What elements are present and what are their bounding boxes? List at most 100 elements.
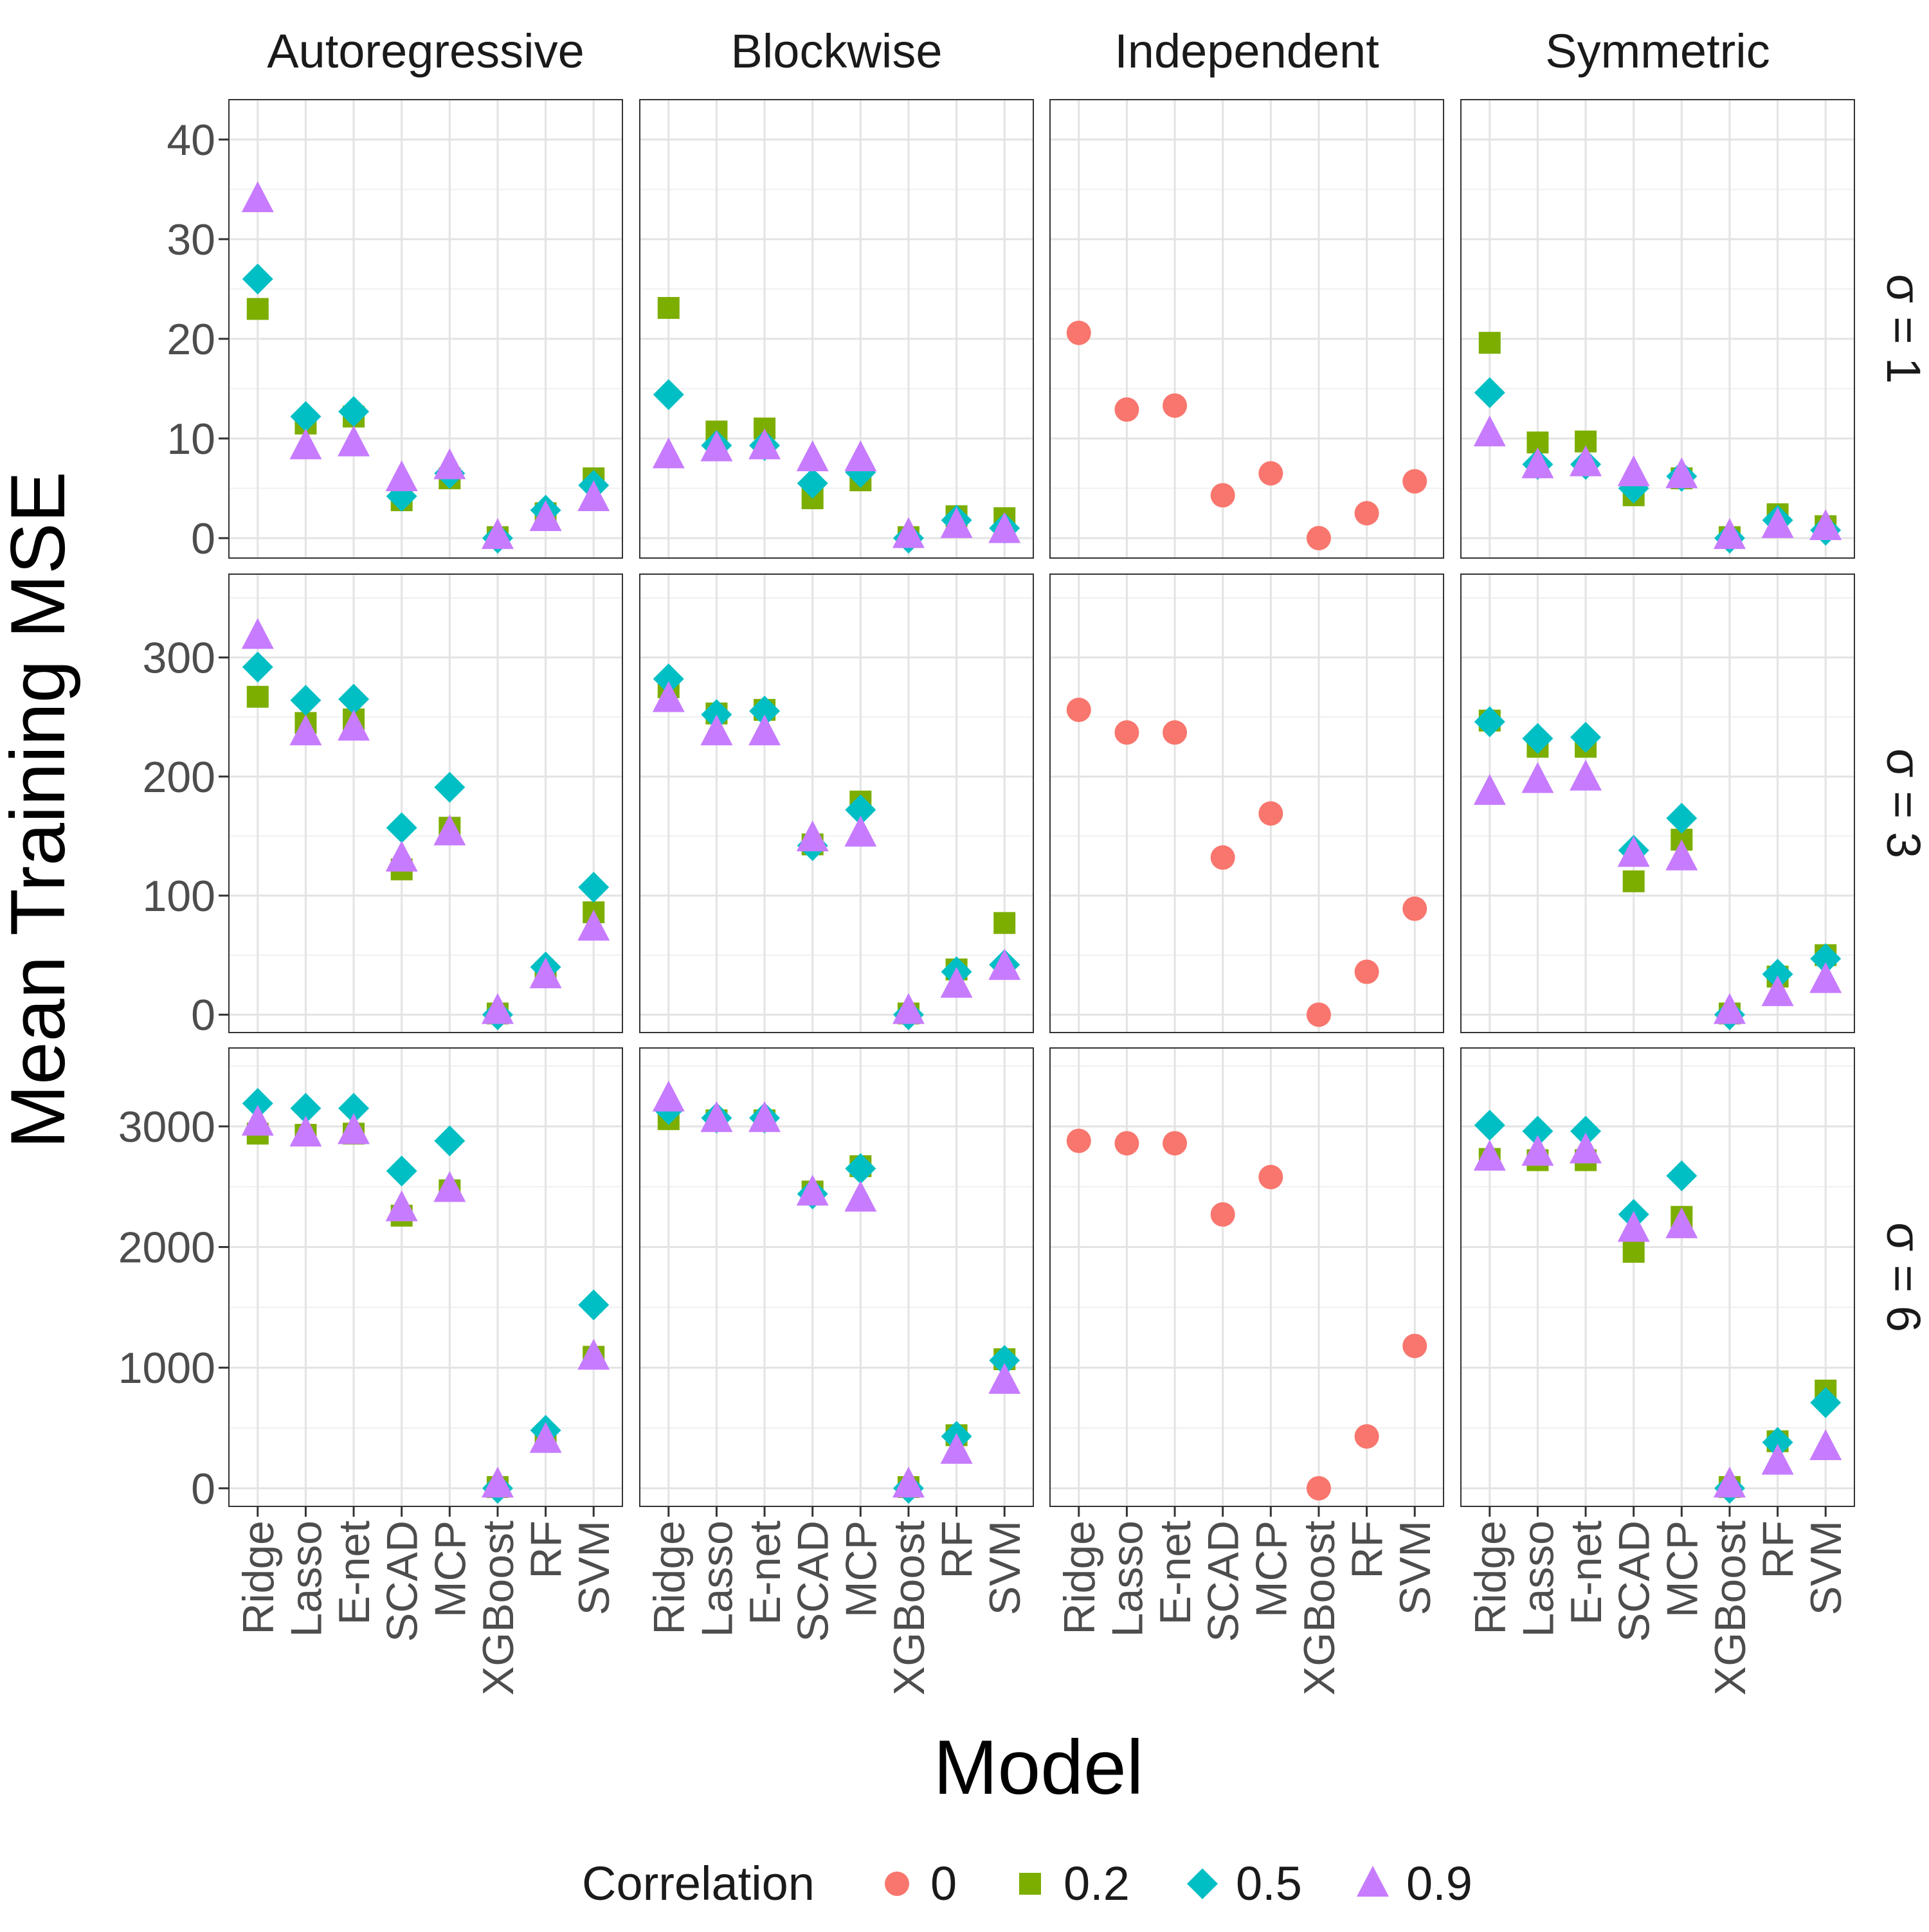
facet-column-label: Independent xyxy=(1114,24,1379,78)
x-tick-label: XGBoost xyxy=(1295,1521,1344,1695)
facet-column-label: Blockwise xyxy=(731,24,943,78)
data-point xyxy=(844,440,877,471)
y-tick-label: 40 xyxy=(167,116,215,165)
data-point xyxy=(797,467,828,499)
data-point xyxy=(653,663,684,694)
data-point xyxy=(1617,836,1650,867)
data-point xyxy=(796,440,829,471)
panel-border xyxy=(228,1047,623,1507)
y-tick-label: 200 xyxy=(143,753,215,802)
data-point xyxy=(1570,759,1602,791)
data-point xyxy=(1258,461,1283,486)
data-point xyxy=(246,685,269,708)
y-tick-label: 0 xyxy=(191,991,215,1040)
data-point xyxy=(242,1088,273,1119)
data-point xyxy=(1570,1115,1602,1147)
y-tick-label: 100 xyxy=(143,872,215,921)
data-point xyxy=(892,517,925,548)
data-point xyxy=(578,872,610,903)
panel-border xyxy=(1460,99,1855,559)
data-point xyxy=(289,428,322,460)
x-tick-label: Ridge xyxy=(1466,1521,1515,1635)
data-point xyxy=(1258,1164,1283,1189)
data-point xyxy=(1402,1333,1427,1359)
y-tick-label: 0 xyxy=(191,1465,215,1513)
data-point xyxy=(577,480,610,511)
data-point xyxy=(700,1101,733,1132)
panel-background xyxy=(640,574,1033,1033)
data-point xyxy=(988,512,1021,543)
data-point xyxy=(1114,1131,1139,1156)
data-point xyxy=(1521,1135,1554,1166)
data-point xyxy=(940,966,973,998)
data-point xyxy=(289,1115,322,1147)
y-tick-label: 300 xyxy=(143,634,215,683)
y-tick-label: 3000 xyxy=(118,1103,215,1151)
data-point xyxy=(1761,1443,1794,1475)
panel-background xyxy=(1050,1048,1444,1506)
data-point xyxy=(1474,1110,1505,1141)
data-point xyxy=(1521,762,1554,793)
x-tick-label: E-net xyxy=(330,1521,379,1625)
data-point xyxy=(940,507,973,538)
x-tick-label: Lasso xyxy=(1103,1521,1152,1637)
x-tick-label: SVM xyxy=(1802,1521,1851,1615)
data-point xyxy=(1402,469,1427,494)
panel-background xyxy=(1461,1048,1854,1506)
data-point xyxy=(1474,706,1505,737)
data-point xyxy=(657,296,680,319)
data-point xyxy=(1810,1387,1842,1418)
legend-key xyxy=(1019,1873,1041,1895)
data-point xyxy=(290,1092,322,1124)
data-point xyxy=(1114,397,1139,422)
data-point xyxy=(993,912,1016,934)
x-tick-label: XGBoost xyxy=(1706,1521,1755,1695)
data-point xyxy=(246,298,269,320)
data-point xyxy=(242,264,273,294)
data-point xyxy=(1570,1132,1602,1164)
data-point xyxy=(241,1105,274,1136)
data-point xyxy=(1258,801,1283,826)
data-point xyxy=(1114,720,1139,745)
x-tick-label: Ridge xyxy=(1055,1521,1104,1635)
data-point xyxy=(700,430,733,462)
data-point xyxy=(988,1362,1021,1394)
data-point xyxy=(338,425,370,456)
data-point xyxy=(1210,483,1235,508)
y-tick-label: 10 xyxy=(167,415,215,464)
data-point xyxy=(1522,723,1553,754)
x-tick-label: SVM xyxy=(1391,1521,1440,1615)
y-tick-label: 1000 xyxy=(118,1344,215,1393)
x-tick-label: MCP xyxy=(1658,1521,1707,1618)
data-point xyxy=(386,812,417,844)
data-point xyxy=(1473,1139,1506,1171)
data-point xyxy=(748,1101,781,1132)
data-point xyxy=(1570,721,1602,753)
data-point xyxy=(1761,975,1794,1006)
x-tick-label: SCAD xyxy=(378,1521,427,1642)
data-point xyxy=(1810,943,1842,975)
panel-border xyxy=(1049,1047,1444,1507)
data-point xyxy=(385,460,418,491)
data-point xyxy=(652,1080,685,1112)
data-point xyxy=(988,949,1021,980)
facet-column-label: Symmetric xyxy=(1545,24,1770,78)
data-point xyxy=(289,714,322,746)
data-point xyxy=(1617,1211,1650,1242)
x-tick-label: Ridge xyxy=(645,1521,694,1635)
legend-key xyxy=(885,1872,909,1896)
x-tick-label: RF xyxy=(522,1521,571,1579)
data-point xyxy=(1066,1128,1091,1153)
data-point xyxy=(1163,1131,1188,1156)
data-point xyxy=(1713,1467,1746,1498)
facet-row-label: σ = 1 xyxy=(1877,274,1929,384)
data-point xyxy=(1210,845,1235,870)
x-tick-label: E-net xyxy=(1562,1521,1611,1625)
y-axis-title: Mean Training MSE xyxy=(0,471,81,1149)
data-point xyxy=(433,814,466,845)
data-point xyxy=(1809,509,1842,540)
data-point xyxy=(1473,415,1506,447)
legend-key xyxy=(1187,1868,1218,1899)
x-tick-label: XGBoost xyxy=(474,1521,523,1695)
